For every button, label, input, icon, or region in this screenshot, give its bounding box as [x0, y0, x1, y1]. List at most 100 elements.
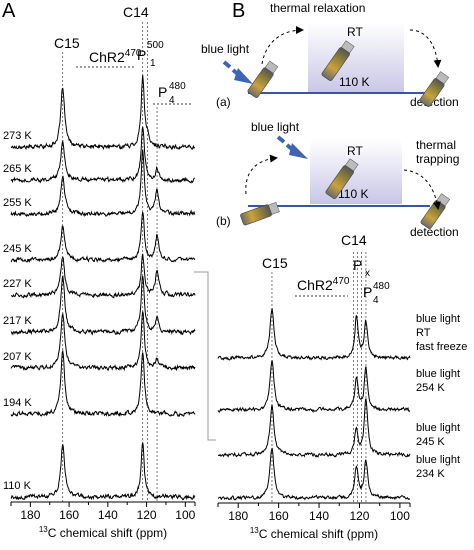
series-label: 265 K [3, 163, 32, 175]
panel-a-x-axis: 180 160 140 120 100 13C chemical shift (ppm) [10, 501, 196, 540]
x-axis-tick-label: 100 [390, 509, 410, 523]
scheme-a: thermal relaxation RT 110 K blue light (… [201, 1, 459, 109]
x-axis-tick-label: 120 [137, 508, 157, 522]
spectrum-line [217, 308, 411, 361]
panel-b-series-labels: blue light RT fast freeze blue light 254 K bl… [416, 313, 467, 480]
panel-b-chr2-label: ChR2470 [297, 276, 350, 293]
panel-a-chart: 273 K 265 K 255 K 245 K 227 K 217 K 207 K 194 K… [3, 22, 196, 540]
scheme-b-title-line2: trapping [416, 152, 459, 166]
x-axis-tick-label: 120 [349, 509, 369, 523]
series-label: blue light [416, 368, 460, 380]
series-label: blue light [416, 454, 460, 466]
panel-a-chr2-label: ChR2470 [89, 48, 142, 65]
spectrum-line [217, 447, 411, 501]
series-label: 254 K [416, 382, 445, 394]
series-label: blue light [416, 313, 460, 325]
scheme-b-temp-label: 110 K [338, 187, 368, 201]
scheme-b-sample-tube-right-icon [420, 193, 451, 229]
spectrum-line [217, 398, 411, 459]
scheme-b-rt-label: RT [347, 144, 363, 158]
spectrum-line [217, 360, 411, 414]
panel-a-p480-sup: 480 [169, 81, 186, 92]
panel-a-p500-sup: 500 [147, 40, 164, 51]
series-label: 217 K [3, 315, 32, 327]
spectrum-line [10, 275, 196, 336]
spectrum-line [10, 442, 196, 501]
spectrum-line [10, 126, 196, 184]
x-axis-tick-label: 160 [59, 508, 79, 522]
x-axis-title-superscript: 13 [250, 526, 259, 535]
x-axis-tick-label: 140 [309, 509, 329, 523]
panel-b-p480-sub: 4 [373, 295, 379, 306]
scheme-a-transfer-arrow-out-icon [409, 29, 442, 68]
panel-b-px-sub: x [365, 268, 370, 279]
scheme-a-title: thermal relaxation [270, 1, 365, 15]
scheme-a-sample-tube-left-icon [247, 60, 279, 98]
scheme-b-letter: (b) [216, 214, 231, 228]
panel-b-x-axis: 180 160 140 120 100 13C chemical shift (ppm) [217, 502, 411, 541]
panel-a-p480-label: P [158, 84, 167, 100]
panel-a-p500-label: P [137, 47, 146, 63]
spectrum-line [10, 311, 196, 372]
spectrum-line [10, 75, 196, 151]
series-label: RT [416, 327, 431, 339]
scheme-b-detection-label: detection [410, 225, 459, 239]
scheme-a-blue-light-arrow-icon [222, 60, 253, 84]
x-axis-title-superscript: 13 [39, 525, 48, 534]
panel-b-c14-label: C14 [341, 232, 367, 248]
scheme-a-temp-label: 110 K [339, 75, 369, 89]
panel-a-p500-sub: 1 [150, 58, 156, 69]
x-axis-tick-label: 100 [175, 508, 195, 522]
series-label: fast freeze [416, 341, 467, 353]
x-axis-tick-label: 140 [98, 508, 118, 522]
scheme-a-letter: (a) [216, 95, 231, 109]
x-axis-tick-label: 180 [228, 509, 248, 523]
scheme-a-sample-tube-middle-icon [321, 40, 355, 81]
panel-b-p480-label: P [363, 284, 372, 300]
series-label: 227 K [3, 278, 32, 290]
panel-a-c14-label: C14 [123, 4, 149, 20]
series-label: 207 K [3, 351, 32, 363]
panel-a-p480-sub: 4 [169, 95, 175, 106]
series-label: 234 K [416, 468, 445, 480]
series-label: 110 K [3, 480, 32, 492]
series-label: 273 K [3, 130, 32, 142]
panel-a-spectra: 273 K 265 K 255 K 245 K 227 K 217 K 207 K 194 K… [3, 75, 196, 501]
scheme-a-rt-label: RT [347, 25, 363, 39]
scheme-b-sample-tube-left-icon [240, 201, 280, 226]
panel-b-c15-label: C15 [262, 255, 288, 271]
panel-a-letter: A [2, 0, 16, 22]
panel-b-letter: B [232, 0, 245, 22]
spectrum-line [10, 149, 196, 218]
panel-a-c15-label: C15 [54, 35, 80, 51]
spectrum-line [10, 349, 196, 418]
series-label: 194 K [3, 397, 32, 409]
series-label: blue light [416, 422, 460, 434]
x-axis-title-text: C chemical shift (ppm) [259, 527, 378, 541]
x-axis-tick-label: 180 [20, 508, 40, 522]
spectrum-line [10, 211, 196, 264]
series-label: 245 K [416, 436, 445, 448]
panel-a-x-axis-title: 13C chemical shift (ppm) [39, 525, 167, 540]
series-label: 255 K [3, 197, 32, 209]
x-axis-tick-label: 160 [269, 509, 289, 523]
scheme-b-temperature-box [310, 140, 402, 204]
series-label: 245 K [3, 243, 32, 255]
panel-b-chart: blue light RT fast freeze blue light 254 K bl… [217, 252, 467, 541]
scheme-b-title-line1: thermal [416, 138, 456, 152]
scheme-a-transfer-arrow-in-icon [261, 26, 304, 65]
panel-b-px-label: P [353, 257, 362, 273]
connector-bracket [194, 271, 216, 441]
scheme-b-sample-tube-middle-icon [325, 158, 359, 199]
scheme-b-transfer-arrow-in-icon [245, 154, 278, 195]
scheme-b-light-label: blue light [251, 120, 300, 134]
spectrum-line [10, 253, 196, 299]
scheme-a-sample-tube-right-icon [419, 71, 450, 107]
scheme-b-transfer-arrow-out-icon [403, 169, 441, 210]
panel-b-p480-sup: 480 [373, 281, 390, 292]
panel-b-x-axis-title: 13C chemical shift (ppm) [250, 526, 378, 541]
panel-b-spectra [217, 308, 411, 501]
scheme-b: RT 110 K blue light thermal trapping (b)… [216, 120, 459, 239]
x-axis-title-text: C chemical shift (ppm) [48, 526, 167, 540]
